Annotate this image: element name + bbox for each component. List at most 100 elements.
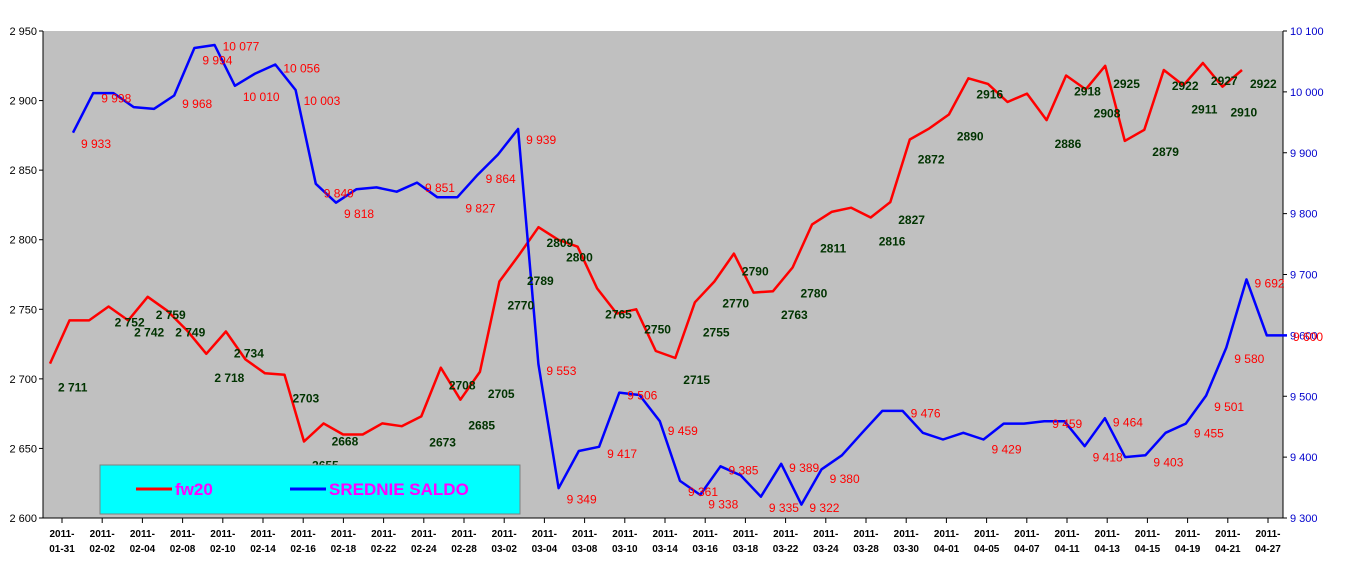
data-label-fw20: 2668 <box>332 434 359 448</box>
right-tick-label: 9 700 <box>1290 270 1318 282</box>
data-label-fw20: 2715 <box>683 373 710 387</box>
data-label-saldo: 9 968 <box>182 97 212 111</box>
right-tick-label: 9 500 <box>1290 391 1318 403</box>
data-label-fw20: 2911 <box>1191 102 1217 116</box>
x-tick-label: 2011- <box>1135 529 1160 540</box>
left-tick-label: 2 650 <box>9 443 37 455</box>
x-tick-label: 2011- <box>331 529 356 540</box>
data-label-fw20: 2916 <box>976 87 1003 101</box>
x-tick-label: 2011- <box>1215 529 1240 540</box>
x-tick-label: 02-02 <box>89 544 115 555</box>
right-tick-label: 9 800 <box>1290 209 1318 221</box>
data-label-fw20: 2 749 <box>175 326 205 340</box>
x-tick-label: 2011- <box>90 529 115 540</box>
data-label-fw20: 2811 <box>820 241 846 255</box>
data-label-fw20: 2 742 <box>134 325 164 339</box>
x-tick-label: 02-18 <box>331 544 357 555</box>
data-label-saldo: 9 380 <box>830 472 860 486</box>
data-label-saldo: 9 389 <box>789 461 819 475</box>
left-axis: 2 600 2 650 2 700 2 750 2 800 2 850 2 900 2 950 <box>9 26 44 525</box>
x-tick-label: 03-16 <box>692 544 718 555</box>
data-label-fw20: 2703 <box>292 392 319 406</box>
data-label-saldo: 9 459 <box>1052 417 1082 431</box>
x-tick-label: 03-22 <box>773 544 799 555</box>
x-tick-label: 02-04 <box>130 544 156 555</box>
x-tick-label: 01-31 <box>49 544 75 555</box>
data-label-fw20: 2 711 <box>58 381 88 395</box>
data-label-saldo: 9 851 <box>425 181 455 195</box>
data-label-saldo: 9 818 <box>344 207 374 221</box>
right-tick-label: 10 100 <box>1290 26 1324 38</box>
x-tick-label: 04-27 <box>1255 544 1281 555</box>
x-tick-label: 2011- <box>853 529 878 540</box>
x-tick-label: 03-14 <box>652 544 678 555</box>
x-tick-label: 2011- <box>451 529 476 540</box>
x-tick-label: 2011- <box>974 529 999 540</box>
data-label-fw20: 2750 <box>644 322 671 336</box>
x-tick-label: 04-13 <box>1094 544 1120 555</box>
data-label-saldo: 9 349 <box>567 492 597 506</box>
x-tick-label: 2011- <box>773 529 798 540</box>
data-label-saldo: 9 417 <box>607 447 637 461</box>
data-label-saldo: 9 501 <box>1214 400 1244 414</box>
data-label-saldo: 9 998 <box>101 92 131 106</box>
x-tick-label: 04-01 <box>934 544 960 555</box>
x-tick-label: 03-30 <box>893 544 919 555</box>
right-tick-label: 9 900 <box>1290 148 1318 160</box>
x-tick-label: 2011- <box>894 529 919 540</box>
data-label-saldo: 9 864 <box>486 172 516 186</box>
data-label-fw20: 2918 <box>1074 85 1101 99</box>
data-label-saldo: 9 692 <box>1255 277 1285 291</box>
x-tick-label: 2011- <box>1095 529 1120 540</box>
x-tick-label: 2011- <box>1255 529 1280 540</box>
legend-label-fw20: fw20 <box>175 480 213 499</box>
plot-area <box>43 31 1283 518</box>
x-tick-label: 03-04 <box>532 544 558 555</box>
data-label-saldo: 9 459 <box>668 424 698 438</box>
data-label-saldo: 9 455 <box>1194 426 1224 440</box>
data-label-fw20: 2890 <box>957 129 984 143</box>
right-tick-label: 9 300 <box>1290 513 1318 525</box>
data-label-fw20: 2922 <box>1250 77 1277 91</box>
data-label-saldo: 9 429 <box>992 442 1022 456</box>
data-label-saldo: 9 338 <box>708 498 738 512</box>
series-line-srednie-saldo <box>71 43 1287 506</box>
x-tick-label: 04-11 <box>1054 544 1079 555</box>
left-tick-label: 2 600 <box>9 513 37 525</box>
data-label-saldo: 9 827 <box>465 201 495 215</box>
x-tick-label: 2011- <box>572 529 597 540</box>
data-label-saldo: 10 003 <box>304 94 341 108</box>
x-tick-label: 2011- <box>250 529 275 540</box>
data-label-saldo: 9 335 <box>769 501 799 515</box>
x-tick-label: 2011- <box>49 529 74 540</box>
series-line-fw20 <box>48 61 1243 443</box>
data-label-fw20: 2908 <box>1094 106 1121 120</box>
data-label-fw20: 2685 <box>468 419 495 433</box>
data-label-fw20: 2827 <box>898 213 925 227</box>
x-tick-label: 2011- <box>652 529 677 540</box>
data-label-saldo: 9 418 <box>1093 450 1123 464</box>
data-label-saldo: 9 322 <box>809 501 839 515</box>
data-label-fw20: 2790 <box>742 265 769 279</box>
x-tick-label: 2011- <box>210 529 235 540</box>
data-label-saldo: 9 385 <box>728 463 758 477</box>
x-tick-label: 03-08 <box>572 544 598 555</box>
x-tick-label: 04-21 <box>1215 544 1241 555</box>
data-label-saldo: 10 077 <box>223 39 260 53</box>
data-label-saldo: 9 464 <box>1113 415 1143 429</box>
x-tick-label: 04-19 <box>1175 544 1201 555</box>
x-tick-label: 2011- <box>291 529 316 540</box>
x-tick-label: 02-14 <box>250 544 276 555</box>
data-label-fw20: 2910 <box>1230 106 1257 120</box>
data-label-fw20: 2927 <box>1211 74 1238 88</box>
left-tick-label: 2 700 <box>9 374 37 386</box>
data-label-fw20: 2789 <box>527 274 554 288</box>
data-label-fw20: 2879 <box>1152 145 1179 159</box>
x-tick-label: 2011- <box>1054 529 1079 540</box>
data-label-fw20: 2816 <box>879 234 906 248</box>
data-label-fw20: 2780 <box>801 287 828 301</box>
x-tick-label: 2011- <box>934 529 959 540</box>
x-tick-label: 03-18 <box>733 544 759 555</box>
